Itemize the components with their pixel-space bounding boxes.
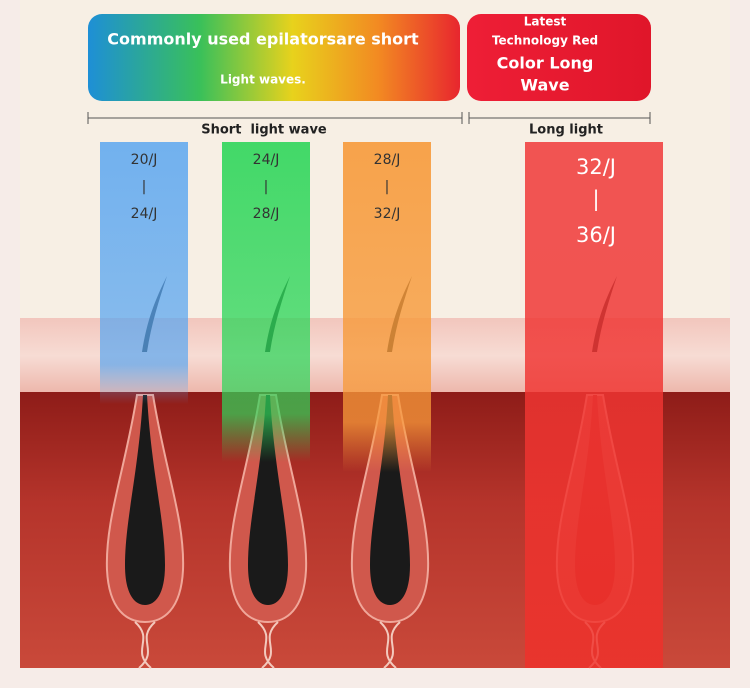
- brackets: [87, 112, 651, 124]
- energy-label: |: [592, 187, 599, 212]
- banner-text: Color Long: [497, 54, 594, 73]
- banner-text: Latest: [524, 15, 567, 29]
- short-wave-banner: [88, 14, 460, 101]
- short-wave-label: Short light wave: [201, 123, 327, 138]
- banner-text: Technology Red: [492, 34, 598, 48]
- energy-label: |: [385, 179, 390, 195]
- banner-subtitle: Light waves.: [220, 73, 306, 87]
- energy-label: |: [142, 179, 147, 195]
- green-light-column: [222, 142, 310, 462]
- hair-bulb: [370, 395, 410, 605]
- nerve: [134, 621, 156, 669]
- hair-bulb: [125, 395, 165, 605]
- energy-label: 32/J: [576, 155, 616, 179]
- red-light-column: [525, 142, 663, 668]
- long-wave-label: Long light: [529, 123, 603, 138]
- long-wave-banner: [467, 14, 651, 101]
- energy-label: 20/J: [131, 152, 158, 168]
- hair-bulb: [248, 395, 288, 605]
- nerve: [379, 621, 401, 669]
- energy-label: |: [264, 179, 269, 195]
- energy-label: 36/J: [576, 223, 616, 247]
- energy-label: 24/J: [131, 206, 158, 222]
- blue-light-column: [100, 142, 188, 404]
- energy-label: 24/J: [253, 152, 280, 168]
- orange-light-column: [343, 142, 431, 472]
- nerve: [257, 621, 279, 669]
- banner-text: Wave: [520, 76, 569, 95]
- energy-label: 28/J: [253, 206, 280, 222]
- energy-label: 28/J: [374, 152, 401, 168]
- banner-title: Commonly used epilatorsare short: [107, 30, 419, 49]
- energy-label: 32/J: [374, 206, 401, 222]
